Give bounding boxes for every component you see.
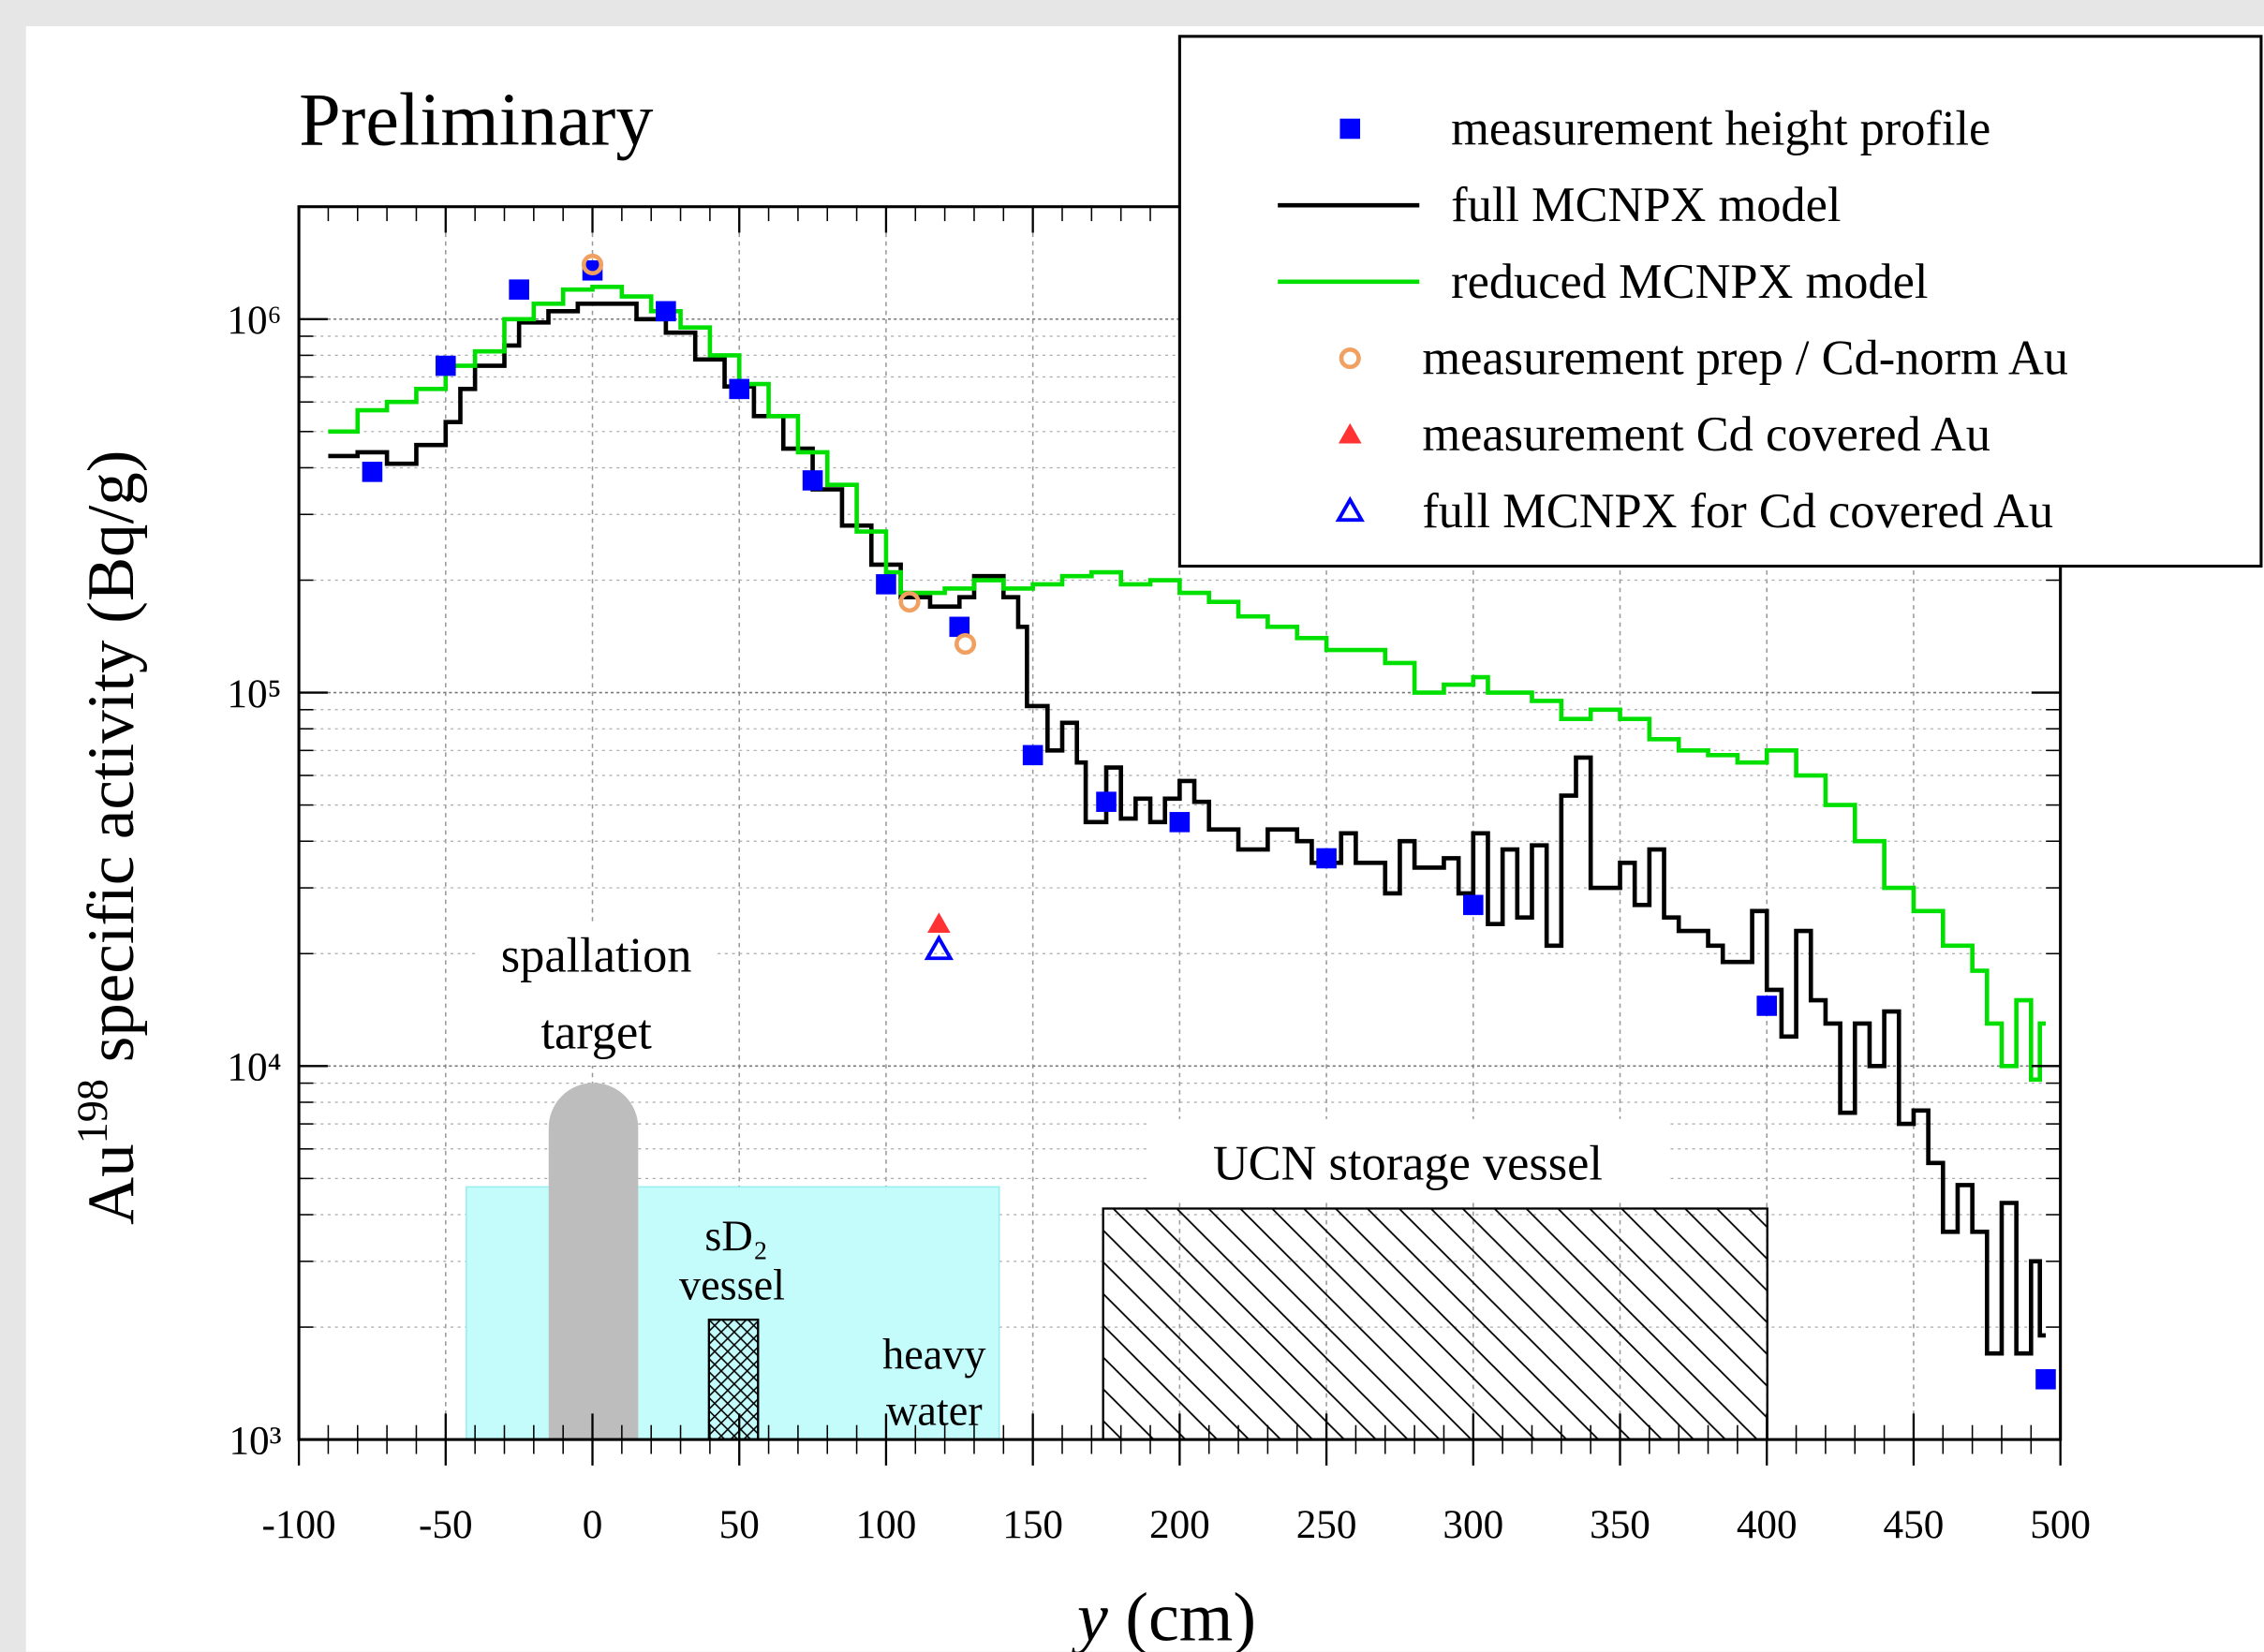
point — [898, 591, 921, 613]
annotation: sD₂ — [704, 1213, 768, 1261]
point — [924, 934, 954, 961]
x-tick-label: 250 — [1296, 1503, 1357, 1547]
x-tick-label: 150 — [1002, 1503, 1063, 1547]
point — [1339, 118, 1361, 140]
annotation: target — [540, 1005, 652, 1059]
spallation-target-shape — [548, 1083, 639, 1440]
legend-label: measurement Cd covered Au — [1422, 407, 1990, 462]
y-tick-label: 10³ — [229, 1420, 281, 1464]
y-tick-label: 10⁴ — [227, 1046, 281, 1090]
y-tick-label: 10⁶ — [227, 299, 281, 343]
point — [949, 616, 970, 638]
point — [876, 574, 896, 595]
point — [927, 912, 951, 933]
y-axis-label-text: specific activity (Bq/g) — [75, 450, 148, 1063]
y-axis-label-rest — [75, 1062, 148, 1079]
x-tick-label: 0 — [583, 1503, 603, 1547]
point — [436, 355, 456, 376]
annotation: spallation — [501, 929, 692, 983]
point — [656, 301, 676, 322]
point — [1339, 347, 1361, 370]
x-tick-label: 100 — [856, 1503, 917, 1547]
sd2-vessel-shape — [707, 1319, 760, 1441]
point — [1335, 495, 1365, 523]
point — [1022, 745, 1043, 766]
point — [1463, 894, 1484, 916]
x-tick-label: 450 — [1884, 1503, 1945, 1547]
x-tick-label: -50 — [419, 1503, 473, 1547]
point — [1338, 422, 1362, 444]
y-axis-label: Au198 specific activity (Bq/g) — [69, 450, 148, 1225]
point — [1096, 791, 1117, 812]
x-axis-label-var: y — [1071, 1579, 1108, 1652]
point — [954, 633, 977, 656]
x-tick-label: 50 — [719, 1503, 760, 1547]
point — [362, 462, 383, 482]
point — [2035, 1368, 2056, 1390]
annotation: UCN storage vessel — [1213, 1137, 1603, 1191]
x-tick-label: -100 — [262, 1503, 336, 1547]
annotation: water — [886, 1388, 983, 1436]
point — [1169, 812, 1191, 833]
annotation: vessel — [679, 1262, 785, 1310]
x-axis-label-unit: (cm) — [1125, 1579, 1256, 1652]
label-background — [1146, 1118, 1669, 1203]
legend-label: reduced MCNPX model — [1451, 255, 1928, 309]
step-line — [328, 301, 2046, 1356]
legend-label: measurement prep / Cd-norm Au — [1422, 332, 2068, 386]
point — [1316, 848, 1337, 869]
point — [581, 253, 604, 276]
x-tick-label: 300 — [1443, 1503, 1503, 1547]
x-axis-label: y (cm) — [1071, 1579, 1256, 1652]
point — [1756, 996, 1778, 1016]
legend-label: full MCNPX model — [1451, 178, 1841, 232]
x-tick-label: 500 — [2030, 1503, 2091, 1547]
legend-label: full MCNPX for Cd covered Au — [1422, 484, 2053, 538]
chart-title: Preliminary — [299, 79, 653, 161]
plot-area — [328, 253, 2056, 1390]
legend: measurement height profile full MCNPX mod… — [1177, 35, 2263, 568]
point — [582, 259, 603, 281]
point — [729, 378, 750, 400]
label-background — [476, 921, 717, 1066]
y-tick-label: 10⁵ — [227, 672, 281, 716]
y-axis-label-sup: 198 — [69, 1079, 117, 1143]
annotation: heavy — [882, 1332, 985, 1379]
x-tick-label: 200 — [1149, 1503, 1210, 1547]
point — [802, 470, 823, 491]
step-line — [328, 285, 2046, 1083]
point — [509, 279, 529, 300]
x-tick-label: 400 — [1737, 1503, 1798, 1547]
x-tick-label: 350 — [1590, 1503, 1650, 1547]
axes: -100 -50 0 50 100 150 200 250 300 350 400 450 500 10³… — [227, 206, 2091, 1547]
legend-label: measurement height profile — [1451, 101, 1990, 155]
y-axis-label-base: Au — [75, 1143, 148, 1225]
ucn-vessel-shape — [1102, 1207, 1768, 1441]
